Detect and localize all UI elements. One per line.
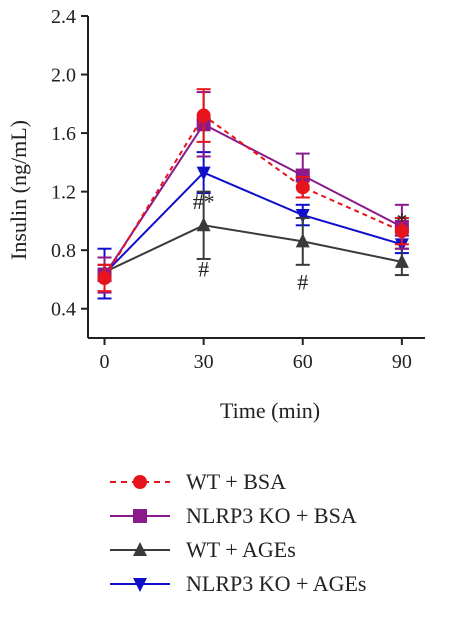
legend-label: WT + AGEs [186,537,296,562]
data-point [196,108,211,123]
y-tick-label: 2.0 [51,65,76,87]
y-tick-label: 2.4 [51,6,76,28]
significance-mark: * [396,208,407,233]
y-tick-label: 1.6 [51,123,76,145]
y-axis-title: Insulin (ng/mL) [6,120,31,260]
x-tick-label: 60 [293,351,313,373]
x-tick-label: 30 [194,351,214,373]
y-tick-label: 0.8 [51,240,76,262]
series-nlrp3-ko-ages [97,151,409,300]
data-point [394,224,409,239]
x-axis-title: Time (min) [220,398,320,423]
legend-item: NLRP3 KO + BSA [110,503,357,528]
series-line [104,224,403,274]
data-point [295,180,310,195]
data-point [295,209,310,224]
annotations: #*##* [193,189,408,295]
data-point [394,253,409,268]
legend-marker [133,509,147,523]
series-line [103,123,403,276]
data-point [295,233,310,248]
x-tick-label: 90 [392,351,412,373]
series-nlrp3-ko-bsa [97,91,409,294]
x-tick-label: 0 [100,351,110,373]
data-point [196,217,211,232]
significance-mark: # [198,257,209,282]
legend-label: WT + BSA [186,469,286,494]
legend-marker [133,475,147,489]
series-layer [97,88,409,300]
legend: WT + BSA NLRP3 KO + BSA WT + AGEs NLRP3 KO … [110,469,366,596]
series-wt-ages [97,190,409,281]
series-line [103,171,403,275]
significance-mark: #* [193,189,215,214]
series-wt-bsa [97,88,409,293]
legend-item: WT + BSA [110,469,286,494]
legend-label: NLRP3 KO + BSA [186,503,357,528]
legend-label: NLRP3 KO + AGEs [186,571,366,596]
legend-marker [133,578,147,592]
y-tick-label: 0.4 [51,299,76,321]
y-tick-label: 1.2 [51,182,76,204]
significance-mark: # [297,270,308,295]
axes: 0.4 0.8 1.2 1.6 2.0 2.4 0 30 60 90 [51,6,425,373]
data-point [196,166,211,181]
legend-item: NLRP3 KO + AGEs [110,571,366,596]
legend-item: WT + AGEs [110,537,296,562]
data-point [97,270,112,285]
data-point [295,168,310,183]
legend-marker [133,542,147,556]
